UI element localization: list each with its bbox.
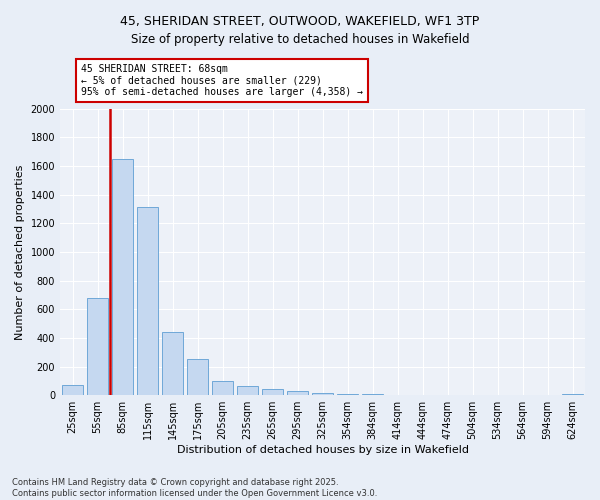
X-axis label: Distribution of detached houses by size in Wakefield: Distribution of detached houses by size … bbox=[176, 445, 469, 455]
Text: 45 SHERIDAN STREET: 68sqm
← 5% of detached houses are smaller (229)
95% of semi-: 45 SHERIDAN STREET: 68sqm ← 5% of detach… bbox=[81, 64, 363, 97]
Bar bbox=[237, 386, 258, 395]
Text: Size of property relative to detached houses in Wakefield: Size of property relative to detached ho… bbox=[131, 32, 469, 46]
Bar bbox=[562, 394, 583, 395]
Text: Contains HM Land Registry data © Crown copyright and database right 2025.
Contai: Contains HM Land Registry data © Crown c… bbox=[12, 478, 377, 498]
Bar bbox=[337, 394, 358, 395]
Bar bbox=[287, 391, 308, 395]
Bar bbox=[87, 298, 108, 395]
Bar bbox=[362, 394, 383, 395]
Bar bbox=[187, 360, 208, 395]
Bar bbox=[212, 381, 233, 395]
Bar bbox=[112, 159, 133, 395]
Bar bbox=[312, 393, 333, 395]
Y-axis label: Number of detached properties: Number of detached properties bbox=[15, 164, 25, 340]
Bar bbox=[62, 385, 83, 395]
Bar bbox=[162, 332, 183, 395]
Bar bbox=[137, 208, 158, 395]
Text: 45, SHERIDAN STREET, OUTWOOD, WAKEFIELD, WF1 3TP: 45, SHERIDAN STREET, OUTWOOD, WAKEFIELD,… bbox=[121, 15, 479, 28]
Bar bbox=[262, 390, 283, 395]
